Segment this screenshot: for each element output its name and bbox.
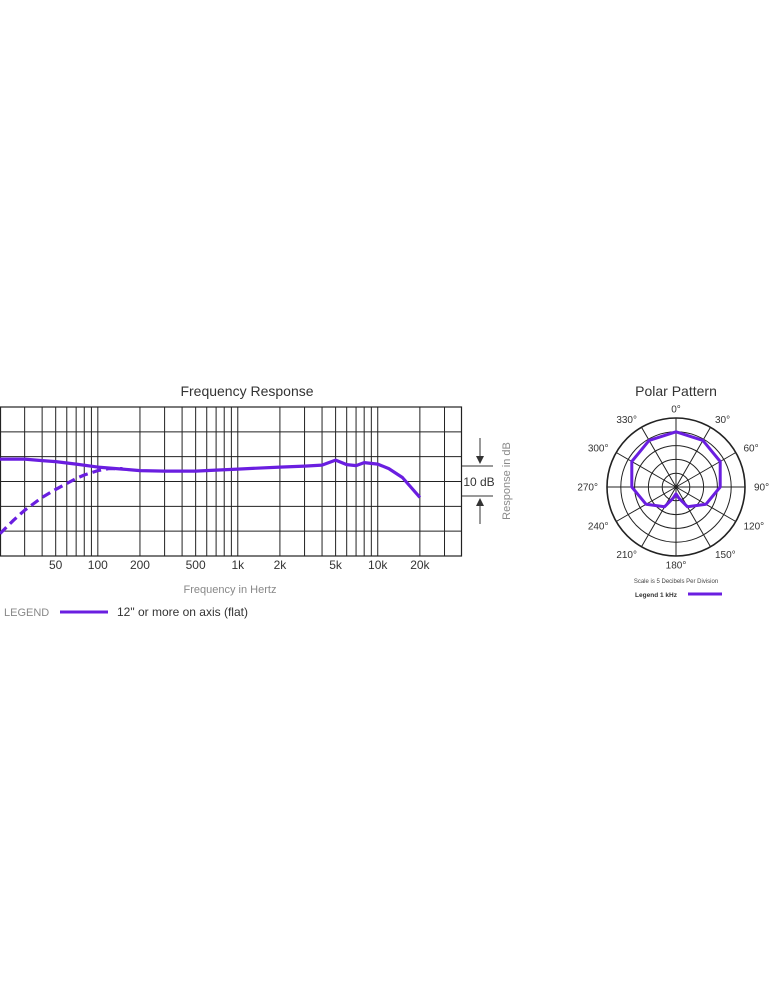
fr-series-group [0, 457, 422, 535]
polar-spoke [675, 426, 711, 488]
fr-scale-bar-label: 10 dB [463, 475, 494, 489]
fr-grid [0, 406, 463, 557]
polar-angle-label: 90° [754, 483, 769, 494]
fr-x-tick-label: 500 [186, 558, 206, 572]
polar-spoke [615, 452, 677, 488]
fr-x-tick-label: 2k [274, 558, 288, 572]
fr-legend-label: 12" or more on axis (flat) [117, 605, 248, 619]
polar-angle-label: 120° [744, 522, 765, 533]
polar-angle-label: 240° [588, 522, 609, 533]
fr-scale-bar [462, 438, 493, 524]
fr-x-axis-label: Frequency in Hertz [184, 584, 277, 596]
polar-angle-label: 270° [577, 483, 598, 494]
fr-x-tick-label: 10k [368, 558, 388, 572]
polar-series-group [630, 430, 722, 509]
polar-grid [606, 417, 746, 557]
polar-angle-label: 60° [744, 444, 759, 455]
fr-x-tick-label: 20k [410, 558, 430, 572]
fr-x-tick-labels: 50 100 200 500 1k 2k 5k 10k 20k [49, 558, 431, 572]
fr-x-tick-label: 100 [88, 558, 108, 572]
fr-x-tick-label: 1k [231, 558, 245, 572]
polar-spoke [675, 486, 711, 548]
fr-x-tick-label: 200 [130, 558, 150, 572]
polar-title: Polar Pattern [635, 383, 717, 399]
fr-y-axis-label: Response in dB [501, 442, 513, 520]
polar-scale-note: Scale is 5 Decibels Per Division [634, 579, 718, 585]
fr-title: Frequency Response [180, 383, 313, 399]
polar-legend-label: Legend 1 kHz [635, 592, 678, 599]
fr-x-tick-label: 5k [329, 558, 343, 572]
fr-legend-prefix: LEGEND [4, 607, 49, 619]
polar-pattern-chart: Polar Pattern 0° 30° 60° 90° 120° 150° 180° 210… [577, 383, 769, 599]
fr-x-tick-label: 50 [49, 558, 63, 572]
polar-angle-label: 300° [588, 444, 609, 455]
polar-angle-label: 180° [666, 561, 687, 572]
polar-series-line [630, 430, 722, 509]
polar-spoke [675, 452, 737, 488]
frequency-response-chart: Frequency Response 50 100 200 500 1k 2k 5k 10k 2… [0, 383, 513, 619]
polar-angle-label: 210° [616, 550, 637, 561]
fr-series-line-dashed [0, 467, 123, 535]
polar-angle-labels: 0° 30° 60° 90° 120° 150° 180° 210° 240° 270° 300° 3… [577, 405, 769, 572]
polar-spoke [641, 486, 677, 548]
polar-angle-label: 330° [616, 415, 637, 426]
polar-angle-label: 150° [715, 550, 736, 561]
fr-series-line-solid [0, 457, 422, 499]
polar-angle-label: 0° [671, 405, 681, 416]
polar-spoke [641, 426, 677, 488]
polar-angle-label: 30° [715, 415, 730, 426]
